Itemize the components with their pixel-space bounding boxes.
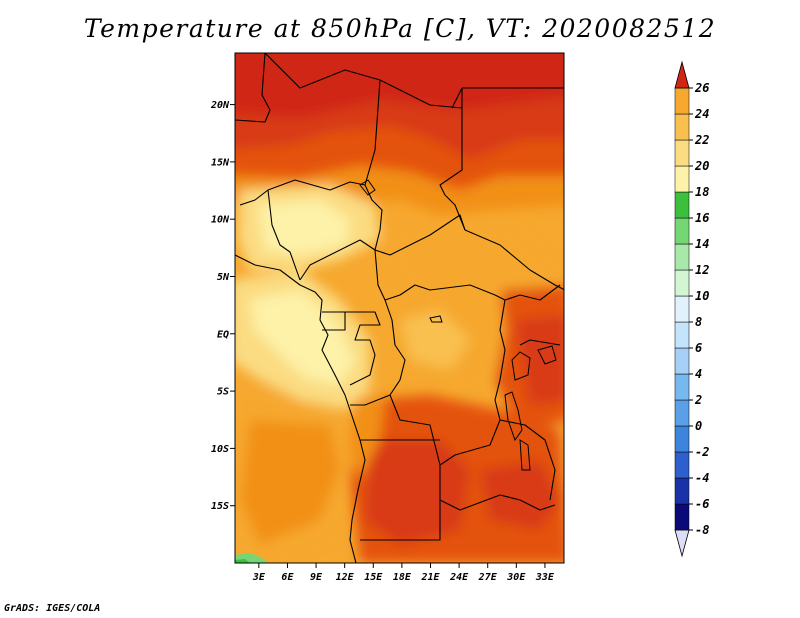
colorbar-label: -2 — [695, 445, 709, 459]
credit-label: GrADS: IGES/COLA — [4, 603, 101, 614]
colorbar-box — [674, 321, 690, 349]
lat-label: 15S — [211, 501, 229, 512]
lon-label: 33E — [535, 572, 555, 583]
colorbar-box — [674, 191, 690, 219]
colorbar-box — [674, 295, 690, 323]
colorbar-box — [674, 269, 690, 297]
lon-label: 9E — [310, 572, 323, 583]
colorbar-label: -8 — [695, 523, 709, 537]
lon-label: 6E — [281, 572, 294, 583]
lakes — [359, 179, 557, 471]
lat-label: 15N — [211, 157, 230, 168]
lon-label: 12E — [336, 572, 355, 583]
colorbar-label: 18 — [695, 185, 709, 199]
lon-label: 27E — [478, 572, 498, 583]
colorbar-label: 4 — [695, 367, 702, 381]
colorbar-label: 16 — [695, 211, 709, 225]
colorbar-box — [674, 373, 690, 401]
colorbar-box — [674, 217, 690, 245]
colorbar-box — [674, 425, 690, 453]
colorbar-box — [674, 399, 690, 427]
colorbar-box — [674, 347, 690, 375]
lat-label: 10S — [211, 444, 229, 455]
colorbar-label: 22 — [694, 133, 709, 147]
colorbar-label: 12 — [695, 263, 709, 277]
lat-label: EQ — [217, 329, 229, 340]
colorbar-box — [674, 451, 690, 479]
lat-ticks: 20N 15N 10N 5N EQ 5S 10S 15S — [210, 100, 235, 512]
colorbar-label: 26 — [694, 81, 709, 95]
country-borders — [235, 53, 564, 563]
colorbar-label: -4 — [695, 471, 709, 485]
colorbar-box — [674, 139, 690, 167]
colorbar-box — [674, 477, 690, 505]
lon-ticks: 3E 6E 9E 12E 15E 18E 21E 24E 27E 30E 33E — [252, 563, 555, 583]
lat-label: 20N — [210, 100, 230, 111]
map-frame — [234, 52, 565, 564]
colorbar-box — [674, 503, 690, 531]
colorbar-upper-triangle — [674, 60, 690, 89]
colorbar-label: 24 — [694, 107, 709, 121]
lon-label: 24E — [449, 572, 469, 583]
lat-label: 10N — [211, 215, 230, 226]
colorbar-label: 6 — [695, 341, 702, 355]
colorbar-label: 20 — [694, 159, 709, 173]
lon-label: 21E — [420, 572, 440, 583]
lat-label: 5N — [217, 272, 230, 283]
colorbar-label: 2 — [694, 393, 702, 407]
lon-label: 30E — [506, 572, 526, 583]
page-title: Temperature at 850hPa [C], VT: 202008251… — [83, 14, 717, 43]
colorbar-lower-triangle — [674, 529, 690, 558]
colorbar-box — [674, 113, 690, 141]
colorbar-label: 8 — [695, 315, 702, 329]
lon-label: 18E — [393, 572, 412, 583]
colorbar-box — [674, 87, 690, 115]
temperature-field — [235, 53, 564, 563]
colorbar-label: 10 — [695, 289, 709, 303]
colorbar-box — [674, 243, 690, 271]
lon-label: 15E — [364, 572, 383, 583]
lat-label: 5S — [217, 387, 229, 398]
colorbar-box — [674, 165, 690, 193]
lon-label: 3E — [252, 572, 266, 583]
colorbar-label: 0 — [695, 419, 702, 433]
colorbar-label: 14 — [695, 237, 709, 251]
colorbar-label: -6 — [695, 497, 709, 511]
